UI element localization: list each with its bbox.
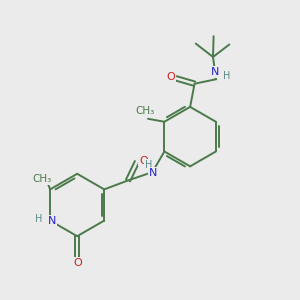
Text: H: H xyxy=(145,160,152,170)
Text: O: O xyxy=(167,72,175,82)
Text: CH₃: CH₃ xyxy=(135,106,155,116)
Text: H: H xyxy=(35,214,43,224)
Text: N: N xyxy=(211,67,220,77)
Text: O: O xyxy=(139,156,148,166)
Text: O: O xyxy=(74,258,82,268)
Text: N: N xyxy=(47,216,56,226)
Text: CH₃: CH₃ xyxy=(32,174,52,184)
Text: N: N xyxy=(149,168,157,178)
Text: H: H xyxy=(223,71,230,81)
